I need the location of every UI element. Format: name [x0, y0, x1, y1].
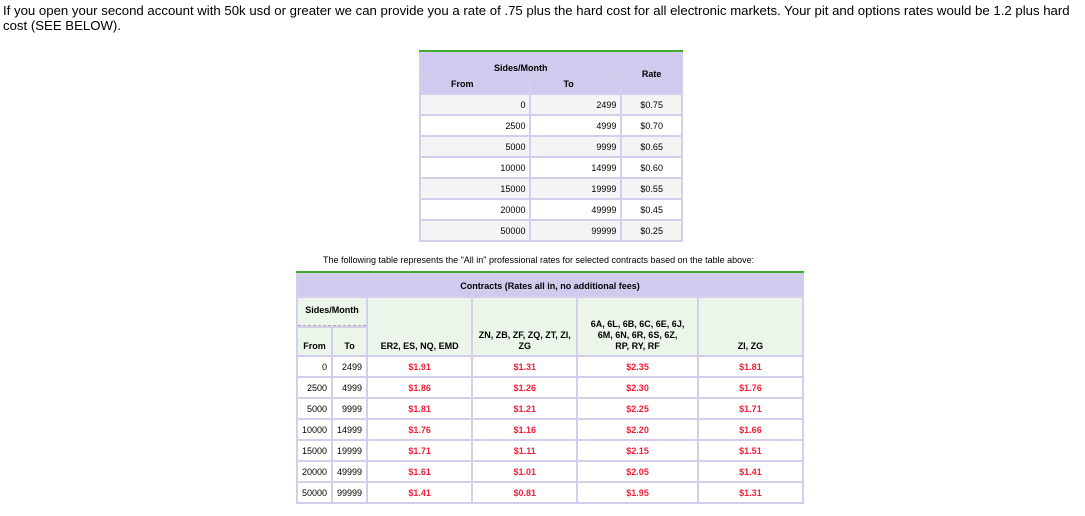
rate-cell: $0.65 — [622, 137, 681, 156]
table-row: 50000 99999 $1.41 $0.81 $1.95 $1.31 — [298, 483, 802, 502]
price-cell: $1.41 — [368, 483, 472, 502]
price-cell: $1.76 — [368, 420, 472, 439]
to-cell: 14999 — [531, 158, 621, 177]
from-cell: 0 — [298, 357, 332, 376]
column-header: ER2, ES, NQ, EMD — [368, 298, 472, 355]
price-cell: $1.21 — [473, 399, 577, 418]
price-cell: $2.05 — [578, 462, 697, 481]
contracts-title: Contracts (Rates all in, no additional f… — [298, 275, 802, 296]
to-cell: 9999 — [531, 137, 621, 156]
intro-text: If you open your second account with 50k… — [3, 3, 1070, 33]
price-cell: $1.71 — [698, 399, 802, 418]
from-cell: 5000 — [421, 137, 530, 156]
table-row: 15000 19999 $1.71 $1.11 $2.15 $1.51 — [298, 441, 802, 460]
to-cell: 4999 — [531, 116, 621, 135]
volume-rate-table: Sides/Month Rate From To 0 2499 $0.75 2500 499… — [419, 50, 683, 242]
rate-cell: $0.60 — [622, 158, 681, 177]
table-row: 5000 9999 $0.65 — [421, 137, 681, 156]
from-header: From — [421, 75, 530, 93]
column-header: 6A, 6L, 6B, 6C, 6E, 6J, 6M, 6N, 6R, 6S, … — [578, 298, 697, 355]
to-cell: 2499 — [531, 95, 621, 114]
table-row: 10000 14999 $1.76 $1.16 $2.20 $1.66 — [298, 420, 802, 439]
table-row: 5000 9999 $1.81 $1.21 $2.25 $1.71 — [298, 399, 802, 418]
price-cell: $1.26 — [473, 378, 577, 397]
to-cell: 14999 — [333, 420, 367, 439]
to-cell: 49999 — [531, 200, 621, 219]
from-cell: 20000 — [421, 200, 530, 219]
rate-header: Rate — [622, 54, 681, 93]
to-cell: 99999 — [333, 483, 367, 502]
rate-cell: $0.25 — [622, 221, 681, 240]
from-cell: 15000 — [298, 441, 332, 460]
sides-month-header: Sides/Month — [298, 298, 367, 326]
price-cell: $1.91 — [368, 357, 472, 376]
table-row: 0 2499 $1.91 $1.31 $2.35 $1.81 — [298, 357, 802, 376]
price-cell: $1.01 — [473, 462, 577, 481]
rate-cell: $0.70 — [622, 116, 681, 135]
table-row: 50000 99999 $0.25 — [421, 221, 681, 240]
sides-month-header: Sides/Month — [421, 54, 621, 73]
price-cell: $0.81 — [473, 483, 577, 502]
price-cell: $1.51 — [698, 441, 802, 460]
from-cell: 50000 — [421, 221, 530, 240]
from-cell: 2500 — [421, 116, 530, 135]
rate-cell: $0.55 — [622, 179, 681, 198]
price-cell: $1.76 — [698, 378, 802, 397]
to-cell: 19999 — [333, 441, 367, 460]
rate-cell: $0.75 — [622, 95, 681, 114]
column-header: ZI, ZG — [698, 298, 802, 355]
table-row: 20000 49999 $0.45 — [421, 200, 681, 219]
to-cell: 4999 — [333, 378, 367, 397]
price-cell: $1.71 — [368, 441, 472, 460]
to-cell: 9999 — [333, 399, 367, 418]
price-cell: $1.95 — [578, 483, 697, 502]
price-cell: $1.81 — [698, 357, 802, 376]
to-cell: 19999 — [531, 179, 621, 198]
from-cell: 50000 — [298, 483, 332, 502]
to-header: To — [333, 328, 367, 355]
from-cell: 2500 — [298, 378, 332, 397]
price-cell: $1.66 — [698, 420, 802, 439]
to-cell: 49999 — [333, 462, 367, 481]
table-row: 10000 14999 $0.60 — [421, 158, 681, 177]
to-header: To — [531, 75, 621, 93]
from-cell: 20000 — [298, 462, 332, 481]
table-row: 15000 19999 $0.55 — [421, 179, 681, 198]
price-cell: $1.41 — [698, 462, 802, 481]
from-cell: 15000 — [421, 179, 530, 198]
price-cell: $1.81 — [368, 399, 472, 418]
from-cell: 10000 — [298, 420, 332, 439]
column-header: ZN, ZB, ZF, ZQ, ZT, ZI, ZG — [473, 298, 577, 355]
price-cell: $2.15 — [578, 441, 697, 460]
to-cell: 2499 — [333, 357, 367, 376]
from-cell: 0 — [421, 95, 530, 114]
price-cell: $1.31 — [473, 357, 577, 376]
price-cell: $2.35 — [578, 357, 697, 376]
price-cell: $1.86 — [368, 378, 472, 397]
table-row: 2500 4999 $1.86 $1.26 $2.30 $1.76 — [298, 378, 802, 397]
from-cell: 5000 — [298, 399, 332, 418]
contract-rates-table: Contracts (Rates all in, no additional f… — [296, 271, 804, 504]
price-cell: $1.61 — [368, 462, 472, 481]
price-cell: $2.25 — [578, 399, 697, 418]
from-header: From — [298, 328, 332, 355]
table-row: 2500 4999 $0.70 — [421, 116, 681, 135]
price-cell: $1.16 — [473, 420, 577, 439]
table-row: 20000 49999 $1.61 $1.01 $2.05 $1.41 — [298, 462, 802, 481]
price-cell: $1.11 — [473, 441, 577, 460]
table-caption: The following table represents the "All … — [323, 255, 755, 265]
price-cell: $2.30 — [578, 378, 697, 397]
table-row: 0 2499 $0.75 — [421, 95, 681, 114]
rate-cell: $0.45 — [622, 200, 681, 219]
price-cell: $2.20 — [578, 420, 697, 439]
to-cell: 99999 — [531, 221, 621, 240]
from-cell: 10000 — [421, 158, 530, 177]
price-cell: $1.31 — [698, 483, 802, 502]
